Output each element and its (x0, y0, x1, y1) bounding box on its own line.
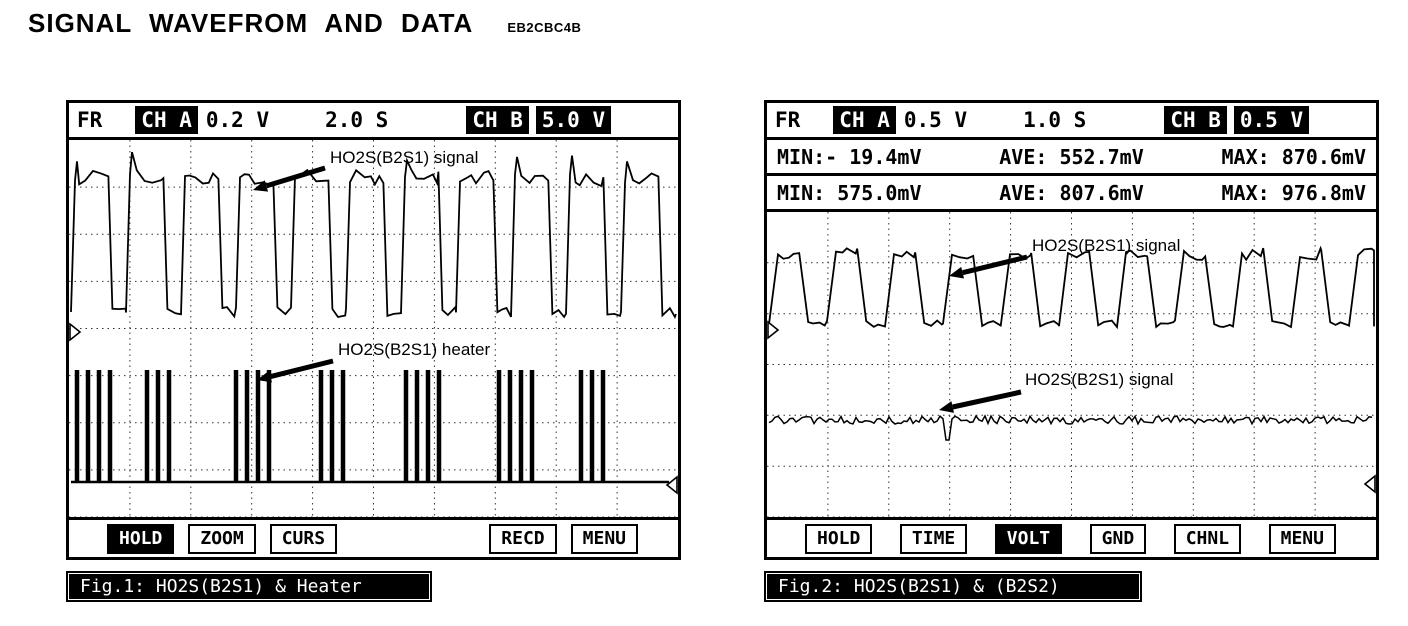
ho2s-b2s1-heater-trace (71, 370, 669, 484)
scope2-channel-b-badge: CH B (1164, 106, 1227, 134)
annotation-arrow-icons (253, 165, 334, 383)
scope1-channel-a-volts: 0.2 V (205, 108, 270, 132)
max-value: MAX: 976.8mV (1221, 180, 1367, 205)
page-code: EB2CBC4B (507, 20, 582, 35)
ho2s-b2s2-signal-trace (768, 414, 1373, 441)
scope2-header: FR CH A 0.5 V 1.0 S CH B 0.5 V (767, 103, 1376, 140)
volt-button[interactable]: VOLT (994, 523, 1063, 554)
ave-value: AVE: 807.6mV (999, 180, 1144, 205)
scope1-fr-label: FR (77, 108, 103, 132)
curs-button[interactable]: CURS (269, 523, 338, 554)
zoom-button[interactable]: ZOOM (188, 523, 256, 554)
left-trigger-marker-icon (767, 320, 780, 340)
scope1-waveform-area: HO2S(B2S1) signal HO2S(B2S1) heater (69, 140, 678, 517)
scope1-waveform-plot (69, 140, 678, 517)
page-title: SIGNAL WAVEFROM AND DATA (28, 8, 474, 38)
scope2-waveform-plot (767, 212, 1376, 517)
scope2-signal-annotation-1: HO2S(B2S1) signal (1032, 236, 1181, 255)
ho2s-b2s1-signal-trace (70, 151, 677, 319)
menu-button[interactable]: MENU (1268, 523, 1336, 554)
min-value: MIN: 575.0mV (777, 180, 922, 205)
oscilloscope-2: FR CH A 0.5 V 1.0 S CH B 0.5 V MIN:- 19.… (764, 100, 1379, 560)
figure1-caption: Fig.1: HO2S(B2S1) & Heater (66, 571, 432, 602)
scope1-heater-annotation: HO2S(B2S1) heater (338, 340, 491, 359)
min-value: MIN:- 19.4mV (777, 144, 922, 169)
left-trigger-marker-icon (69, 322, 82, 342)
ave-value: AVE: 552.7mV (999, 144, 1144, 169)
scope1-header: FR CH A 0.2 V 2.0 S CH B 5.0 V (69, 103, 678, 140)
scope1-button-bar: HOLD ZOOM CURS RECD MENU (69, 517, 678, 557)
scope2-timebase: 1.0 S (1023, 108, 1087, 132)
figure2-caption: Fig.2: HO2S(B2S1) & (B2S2) (764, 571, 1142, 602)
annotation-arrow-icons (939, 254, 1028, 413)
scope1-channel-a-badge: CH A (135, 106, 198, 134)
right-level-marker-icon (665, 475, 678, 495)
right-level-marker-icon (1363, 474, 1376, 494)
scope1-timebase: 2.0 S (325, 108, 389, 132)
scope2-waveform-area: HO2S(B2S1) signal HO2S(B2S1) signal (767, 212, 1376, 517)
grid-dots (767, 212, 1376, 517)
scope2-channel-b-volts: 0.5 V (1233, 106, 1310, 134)
scope1-channel-b-badge: CH B (466, 106, 529, 134)
oscilloscope-1: FR CH A 0.2 V 2.0 S CH B 5.0 V HO2S(B2S1… (66, 100, 681, 560)
scope2-signal-annotation-2: HO2S(B2S1) signal (1025, 370, 1174, 389)
grid-dots (69, 140, 678, 517)
hold-button[interactable]: HOLD (107, 523, 175, 554)
scope2-measurements-row-1: MIN:- 19.4mV AVE: 552.7mV MAX: 870.6mV (767, 140, 1376, 176)
hold-button[interactable]: HOLD (805, 523, 873, 554)
menu-button[interactable]: MENU (570, 523, 638, 554)
max-value: MAX: 870.6mV (1221, 144, 1367, 169)
scope1-channel-b-volts: 5.0 V (535, 106, 612, 134)
title-row: SIGNAL WAVEFROM AND DATA EB2CBC4B (28, 8, 581, 39)
scope2-fr-label: FR (775, 108, 801, 132)
scope2-channel-a-volts: 0.5 V (903, 108, 968, 132)
time-button[interactable]: TIME (899, 523, 968, 554)
scope2-button-bar: HOLD TIME VOLT GND CHNL MENU (767, 517, 1376, 557)
ho2s-b2s1-signal-trace (768, 245, 1375, 330)
gnd-button[interactable]: GND (1089, 523, 1147, 554)
scope2-measurements-row-2: MIN: 575.0mV AVE: 807.6mV MAX: 976.8mV (767, 176, 1376, 212)
scope2-channel-a-badge: CH A (833, 106, 896, 134)
scope1-signal-annotation: HO2S(B2S1) signal (330, 148, 479, 167)
recd-button[interactable]: RECD (489, 523, 557, 554)
chnl-button[interactable]: CHNL (1173, 523, 1242, 554)
